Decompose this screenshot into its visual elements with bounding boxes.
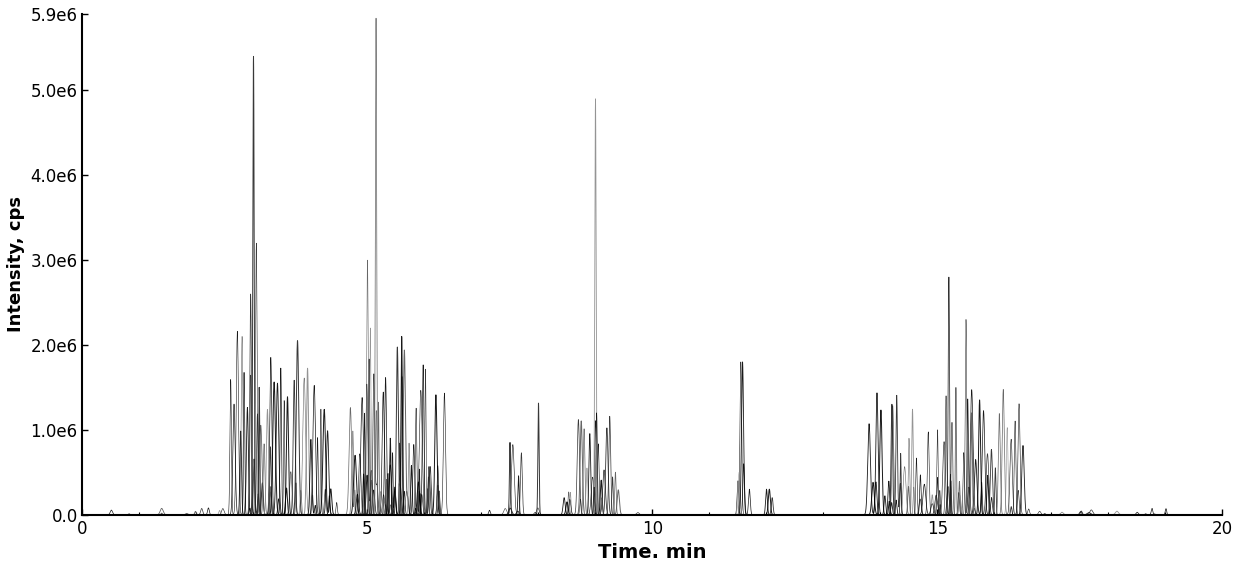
- X-axis label: Time. min: Time. min: [598, 543, 707, 562]
- Y-axis label: Intensity, cps: Intensity, cps: [7, 196, 25, 332]
